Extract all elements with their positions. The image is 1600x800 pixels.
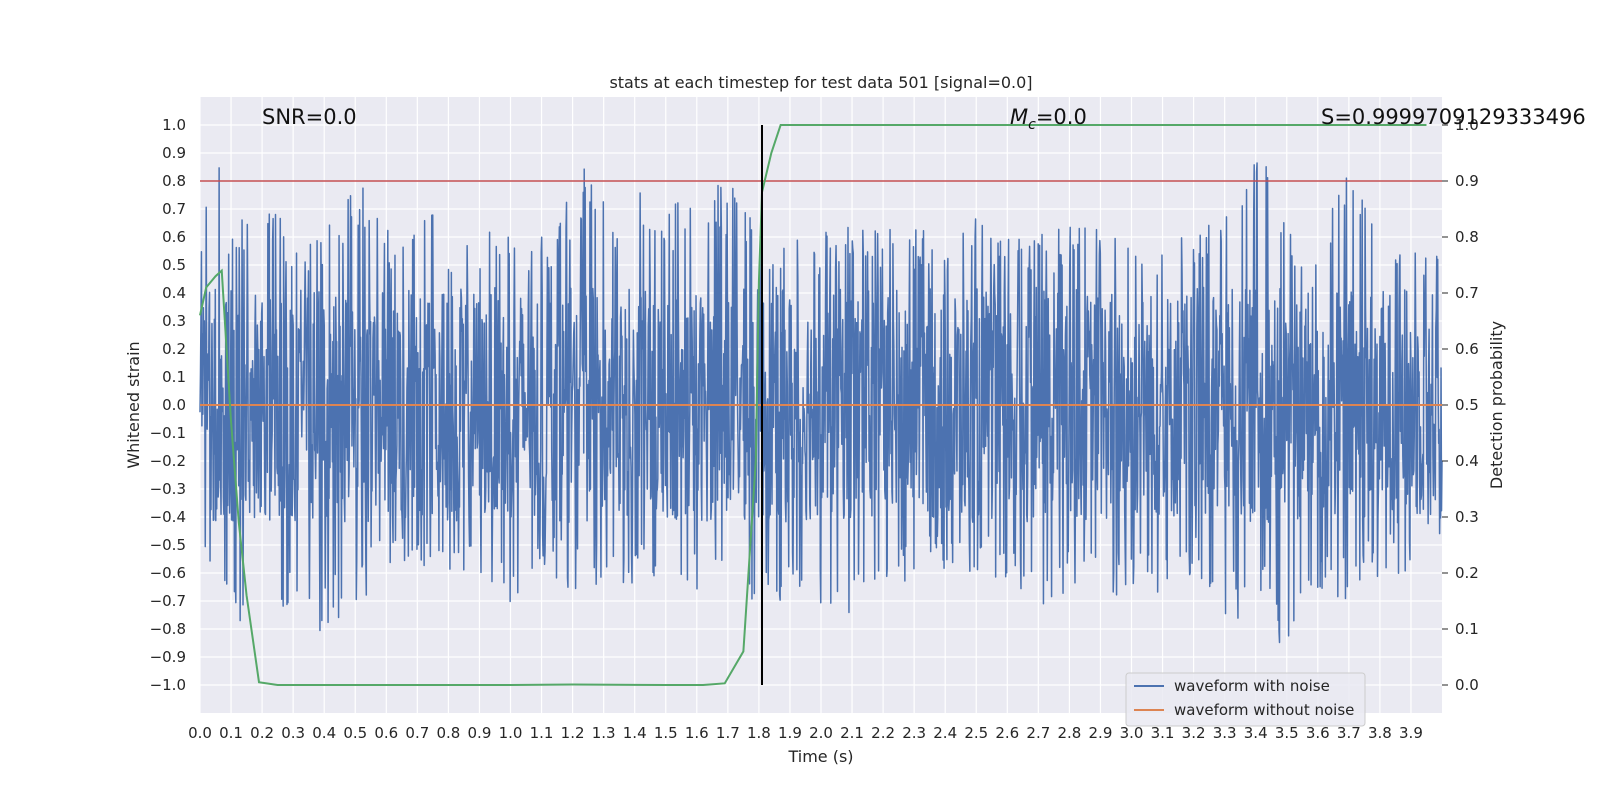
x-tick-label: 2.9 bbox=[1089, 724, 1113, 742]
y2-tick-label: 0.7 bbox=[1455, 284, 1479, 302]
chirp-mass-subscript: c bbox=[1028, 117, 1036, 133]
x-tick-label: 1.6 bbox=[685, 724, 709, 742]
x-tick-label: 2.4 bbox=[933, 724, 957, 742]
y-tick-label: 0.3 bbox=[162, 312, 186, 330]
x-tick-label: 3.3 bbox=[1213, 724, 1237, 742]
y2-tick-label: 0.4 bbox=[1455, 452, 1479, 470]
y-tick-label: 0.9 bbox=[162, 144, 186, 162]
x-tick-label: 0.5 bbox=[343, 724, 367, 742]
x-tick-label: 1.3 bbox=[592, 724, 616, 742]
x-tick-label: 1.9 bbox=[778, 724, 802, 742]
x-tick-label: 0.0 bbox=[188, 724, 212, 742]
y2-tick-label: 0.9 bbox=[1455, 172, 1479, 190]
x-tick-label: 1.8 bbox=[747, 724, 771, 742]
x-tick-label: 3.5 bbox=[1275, 724, 1299, 742]
y-tick-label: 1.0 bbox=[162, 116, 186, 134]
x-tick-label: 0.2 bbox=[250, 724, 274, 742]
chirp-mass-value: =0.0 bbox=[1036, 105, 1087, 129]
y-tick-label: 0.6 bbox=[162, 228, 186, 246]
y-tick-label: −0.8 bbox=[150, 620, 186, 638]
noisy-waveform-series bbox=[199, 162, 1443, 644]
x-tick-label: 1.4 bbox=[623, 724, 647, 742]
legend-box bbox=[1125, 672, 1366, 727]
legend: waveform with noise waveform without noi… bbox=[1125, 672, 1366, 727]
x-tick-label: 1.5 bbox=[654, 724, 678, 742]
x-tick-label: 3.8 bbox=[1368, 724, 1392, 742]
x-tick-label: 1.1 bbox=[530, 724, 554, 742]
legend-label-clean: waveform without noise bbox=[1174, 701, 1354, 719]
y-tick-label: 0.5 bbox=[162, 256, 186, 274]
y-tick-label: −0.6 bbox=[150, 564, 186, 582]
x-tick-label: 3.1 bbox=[1151, 724, 1175, 742]
x-tick-label: 3.4 bbox=[1244, 724, 1268, 742]
x-tick-label: 2.0 bbox=[809, 724, 833, 742]
y2-axis-ticks: 1.0 0.9 0.8 0.7 0.6 0.5 0.4 0.3 0.2 0.1 0.0 bbox=[1442, 116, 1479, 694]
y2-tick-label: 1.0 bbox=[1455, 116, 1479, 134]
y-tick-label: 0.1 bbox=[162, 368, 186, 386]
x-tick-label: 3.9 bbox=[1399, 724, 1423, 742]
y-tick-label: 0.4 bbox=[162, 284, 186, 302]
chirp-mass-symbol: M bbox=[1010, 105, 1028, 129]
y2-tick-label: 0.3 bbox=[1455, 508, 1479, 526]
y-tick-label: −0.4 bbox=[150, 508, 186, 526]
snr-annotation: SNR=0.0 bbox=[262, 105, 357, 129]
y2-tick-label: 0.2 bbox=[1455, 564, 1479, 582]
detection-probability-line bbox=[199, 124, 1427, 686]
x-tick-label: 2.3 bbox=[902, 724, 926, 742]
y-tick-label: −1.0 bbox=[150, 676, 186, 694]
x-tick-label: 2.7 bbox=[1026, 724, 1050, 742]
y-tick-label: 0.0 bbox=[162, 396, 186, 414]
x-axis-label: Time (s) bbox=[787, 747, 853, 766]
y-tick-label: −0.1 bbox=[150, 424, 186, 442]
y2-tick-label: 0.0 bbox=[1455, 676, 1479, 694]
y-tick-label: −0.7 bbox=[150, 592, 186, 610]
y-tick-label: 0.8 bbox=[162, 172, 186, 190]
x-axis-ticks: 0.0 0.1 0.2 0.3 0.4 0.5 0.6 0.7 0.8 0.9 1.0 1.1 1.2 1… bbox=[188, 724, 1423, 742]
y2-tick-label: 0.6 bbox=[1455, 340, 1479, 358]
y2-tick-label: 0.5 bbox=[1455, 396, 1479, 414]
x-tick-label: 2.1 bbox=[840, 724, 864, 742]
x-tick-label: 2.5 bbox=[964, 724, 988, 742]
x-tick-label: 1.2 bbox=[561, 724, 585, 742]
chart-title: stats at each timestep for test data 501… bbox=[609, 73, 1032, 92]
y-tick-label: −0.2 bbox=[150, 452, 186, 470]
y-tick-label: 0.2 bbox=[162, 340, 186, 358]
noisy-waveform-line bbox=[199, 162, 1443, 644]
x-tick-label: 0.7 bbox=[405, 724, 429, 742]
x-tick-label: 3.7 bbox=[1337, 724, 1361, 742]
x-tick-label: 2.8 bbox=[1057, 724, 1081, 742]
x-tick-label: 3.6 bbox=[1306, 724, 1330, 742]
chirp-mass-annotation: Mc=0.0 bbox=[1010, 105, 1087, 133]
y-axis-label: Whitened strain bbox=[124, 341, 143, 468]
legend-label-noisy: waveform with noise bbox=[1174, 677, 1330, 695]
y2-tick-label: 0.8 bbox=[1455, 228, 1479, 246]
x-tick-label: 1.7 bbox=[716, 724, 740, 742]
x-tick-label: 3.2 bbox=[1182, 724, 1206, 742]
y-tick-label: −0.5 bbox=[150, 536, 186, 554]
y2-axis-label: Detection probability bbox=[1487, 321, 1506, 489]
x-tick-label: 1.0 bbox=[499, 724, 523, 742]
y-tick-label: −0.9 bbox=[150, 648, 186, 666]
x-tick-label: 0.4 bbox=[312, 724, 336, 742]
x-tick-label: 2.2 bbox=[871, 724, 895, 742]
x-tick-label: 0.6 bbox=[374, 724, 398, 742]
x-tick-label: 0.1 bbox=[219, 724, 243, 742]
s-annotation: S=0.9999709129333496 bbox=[1321, 105, 1586, 129]
x-tick-label: 0.8 bbox=[436, 724, 460, 742]
x-tick-label: 2.6 bbox=[995, 724, 1019, 742]
y-tick-label: 0.7 bbox=[162, 200, 186, 218]
y-axis-ticks: 1.0 0.9 0.8 0.7 0.6 0.5 0.4 0.3 0.2 0.1 0.0 −0.1 −0.… bbox=[150, 116, 186, 694]
y2-tick-label: 0.1 bbox=[1455, 620, 1479, 638]
x-tick-label: 3.0 bbox=[1120, 724, 1144, 742]
y-tick-label: −0.3 bbox=[150, 480, 186, 498]
x-tick-label: 0.9 bbox=[468, 724, 492, 742]
x-tick-label: 0.3 bbox=[281, 724, 305, 742]
